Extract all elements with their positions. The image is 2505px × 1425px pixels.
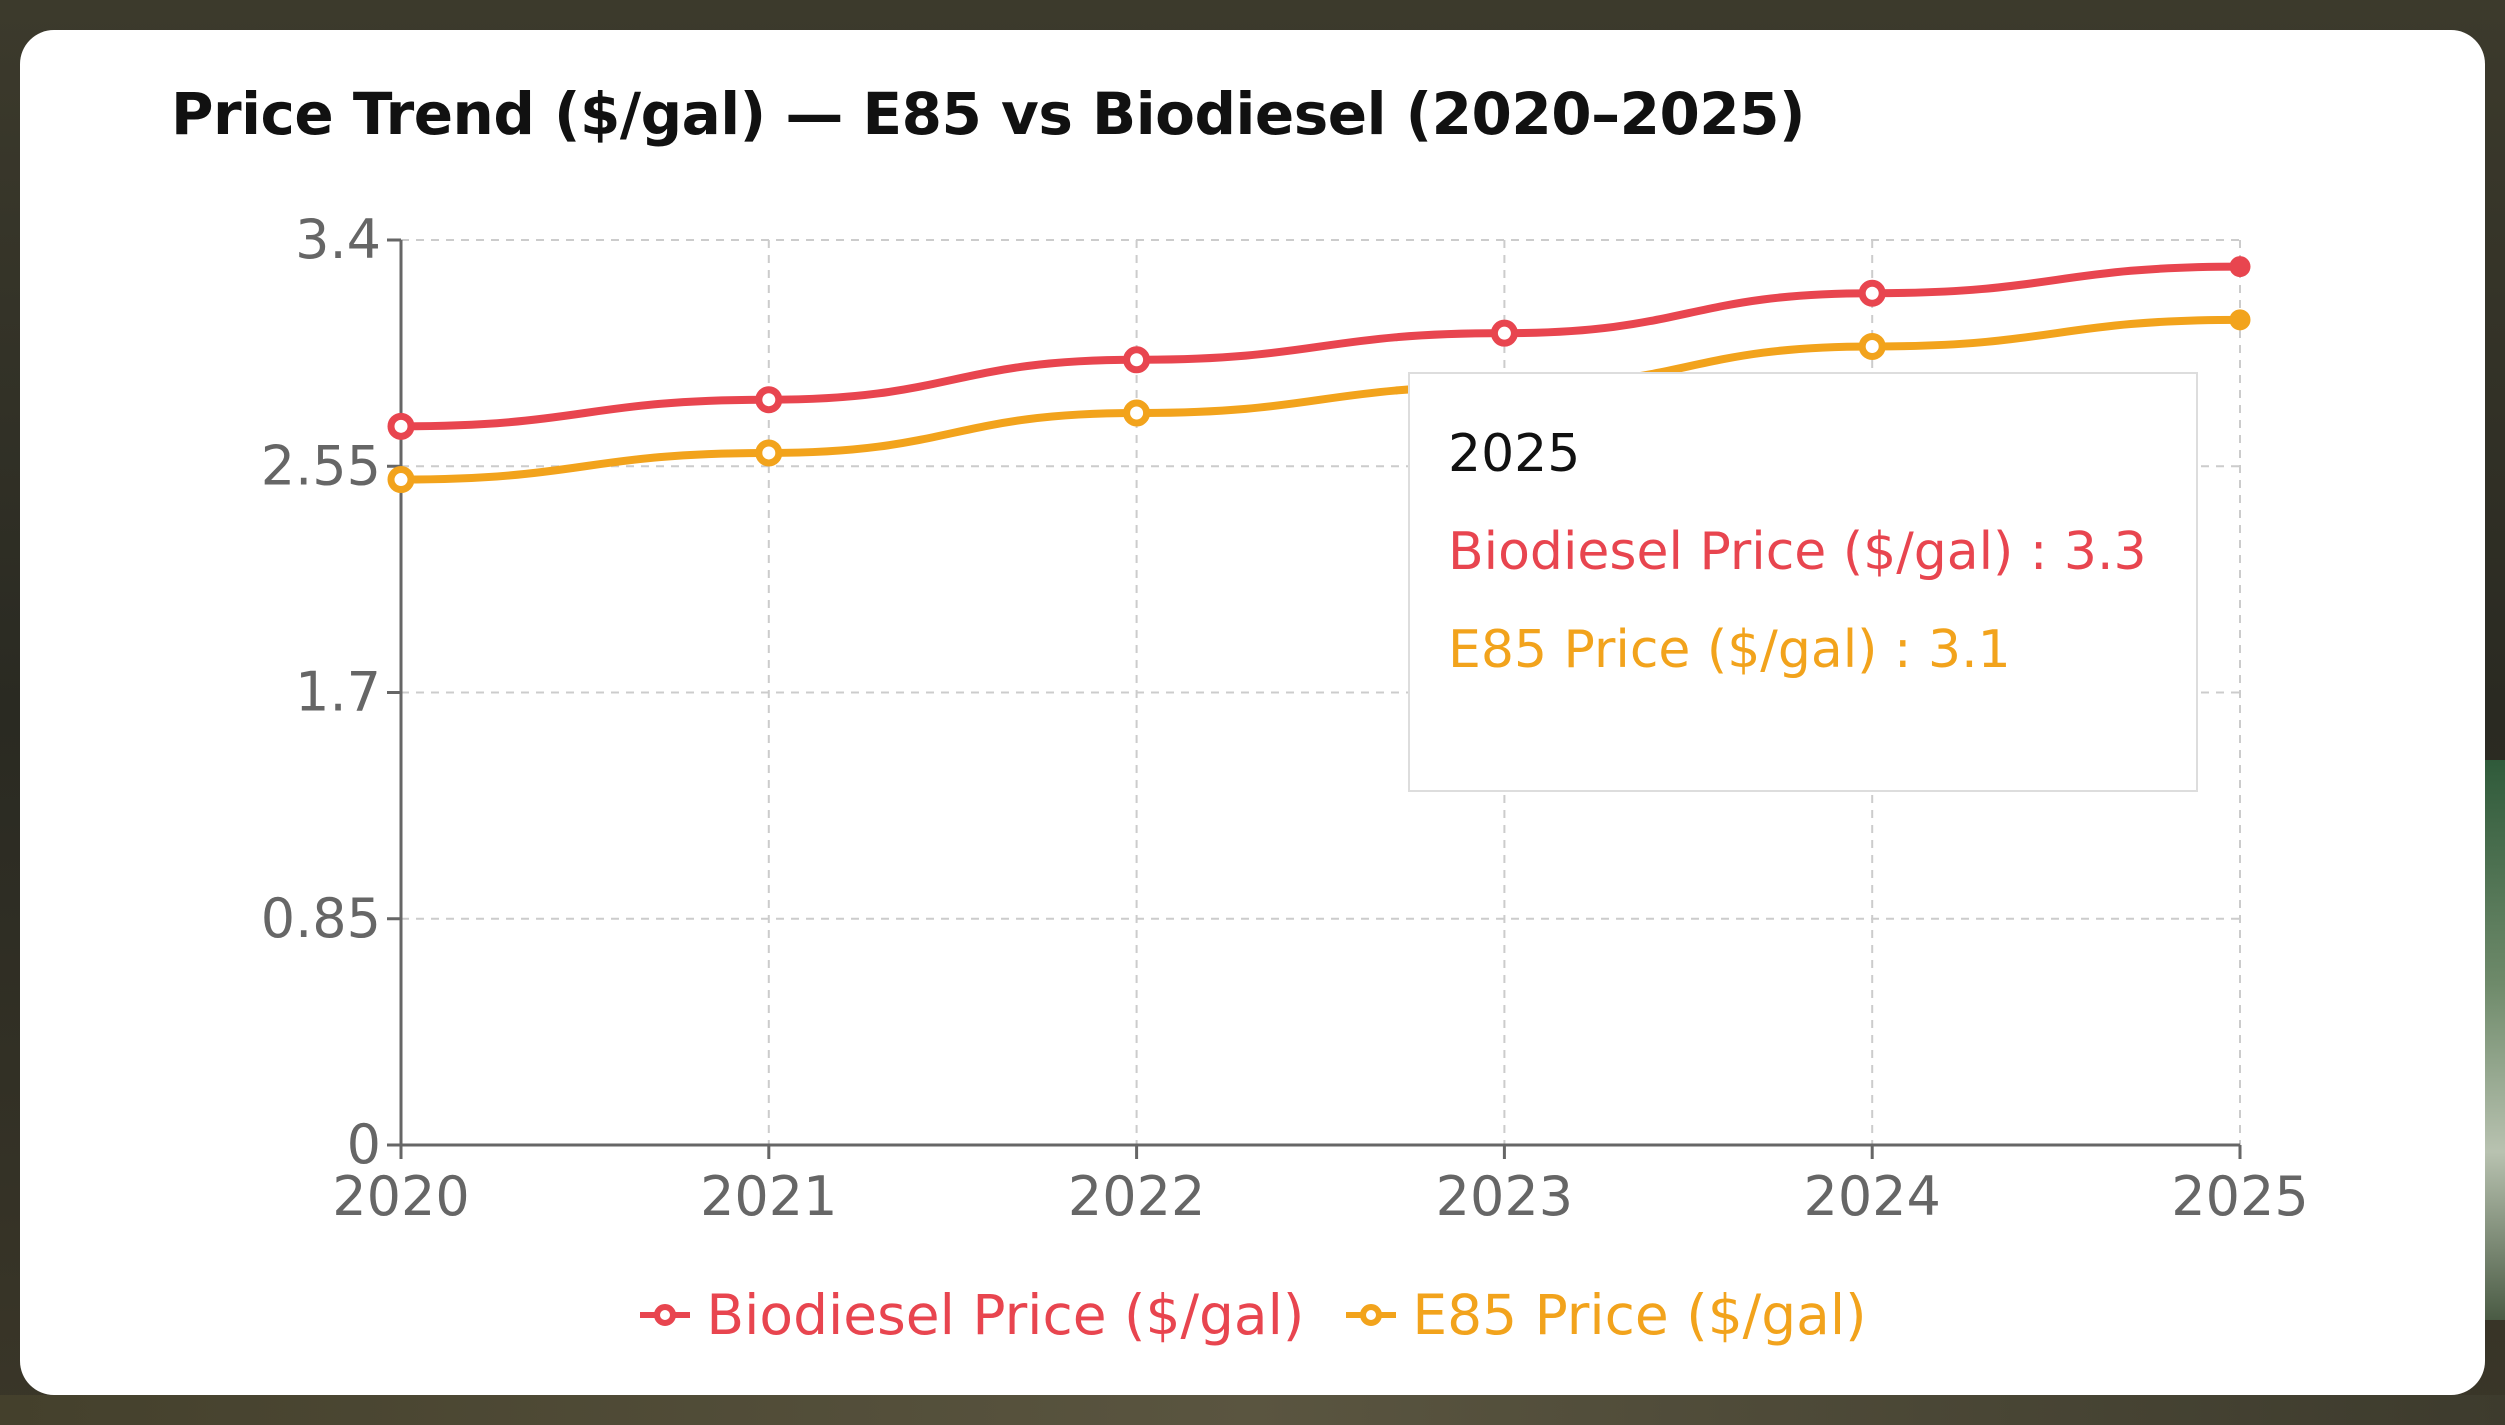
- tooltip-row-e85: E85 Price ($/gal) : 3.1: [1448, 620, 2011, 680]
- data-point: [387, 412, 415, 440]
- x-tick-label: 2025: [2171, 1165, 2308, 1228]
- chart-title: Price Trend ($/gal) — E85 vs Biodiesel (…: [171, 80, 1806, 148]
- data-point: [1490, 319, 1518, 347]
- y-tick-label: 2.55: [261, 434, 381, 497]
- legend-line-marker-icon: [1346, 1304, 1397, 1326]
- tooltip-row-biodiesel: Biodiesel Price ($/gal) : 3.3: [1448, 522, 2147, 582]
- series-line-e85: [400, 315, 2241, 484]
- data-point: [387, 466, 415, 494]
- background-photo-bottom: [0, 1395, 2505, 1425]
- data-point: [1858, 279, 1886, 307]
- x-tick-label: 2023: [1436, 1165, 1573, 1228]
- data-point: [755, 386, 783, 414]
- data-point: [2229, 256, 2251, 278]
- data-point: [1123, 399, 1151, 427]
- chart-legend: Biodiesel Price ($/gal) E85 Price ($/gal…: [0, 1275, 2505, 1355]
- legend-line-marker-icon: [640, 1304, 691, 1326]
- x-tick-label: 2020: [332, 1165, 469, 1228]
- x-tick-label: 2021: [700, 1165, 837, 1228]
- legend-label-biodiesel: Biodiesel Price ($/gal): [706, 1283, 1305, 1347]
- legend-label-e85: E85 Price ($/gal): [1412, 1283, 1867, 1347]
- legend-item-e85[interactable]: E85 Price ($/gal): [1344, 1283, 1867, 1347]
- x-tick-label: 2022: [1068, 1165, 1205, 1228]
- y-tick-label: 1.7: [295, 661, 381, 724]
- y-tick-label: 3.4: [295, 208, 381, 271]
- y-tick-label: 0: [347, 1113, 381, 1176]
- chart-tooltip: 2025 Biodiesel Price ($/gal) : 3.3 E85 P…: [1408, 372, 2198, 792]
- series-line-biodiesel: [400, 262, 2241, 431]
- legend-item-biodiesel[interactable]: Biodiesel Price ($/gal): [638, 1283, 1304, 1347]
- x-tick-label: 2024: [1803, 1165, 1940, 1228]
- data-point: [1858, 332, 1886, 360]
- y-tick-label: 0.85: [261, 887, 381, 950]
- data-point: [755, 439, 783, 467]
- data-point: [1123, 346, 1151, 374]
- data-point: [2229, 309, 2251, 331]
- tooltip-title: 2025: [1448, 424, 1581, 484]
